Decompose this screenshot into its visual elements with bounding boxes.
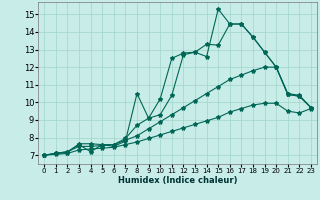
X-axis label: Humidex (Indice chaleur): Humidex (Indice chaleur) bbox=[118, 176, 237, 185]
